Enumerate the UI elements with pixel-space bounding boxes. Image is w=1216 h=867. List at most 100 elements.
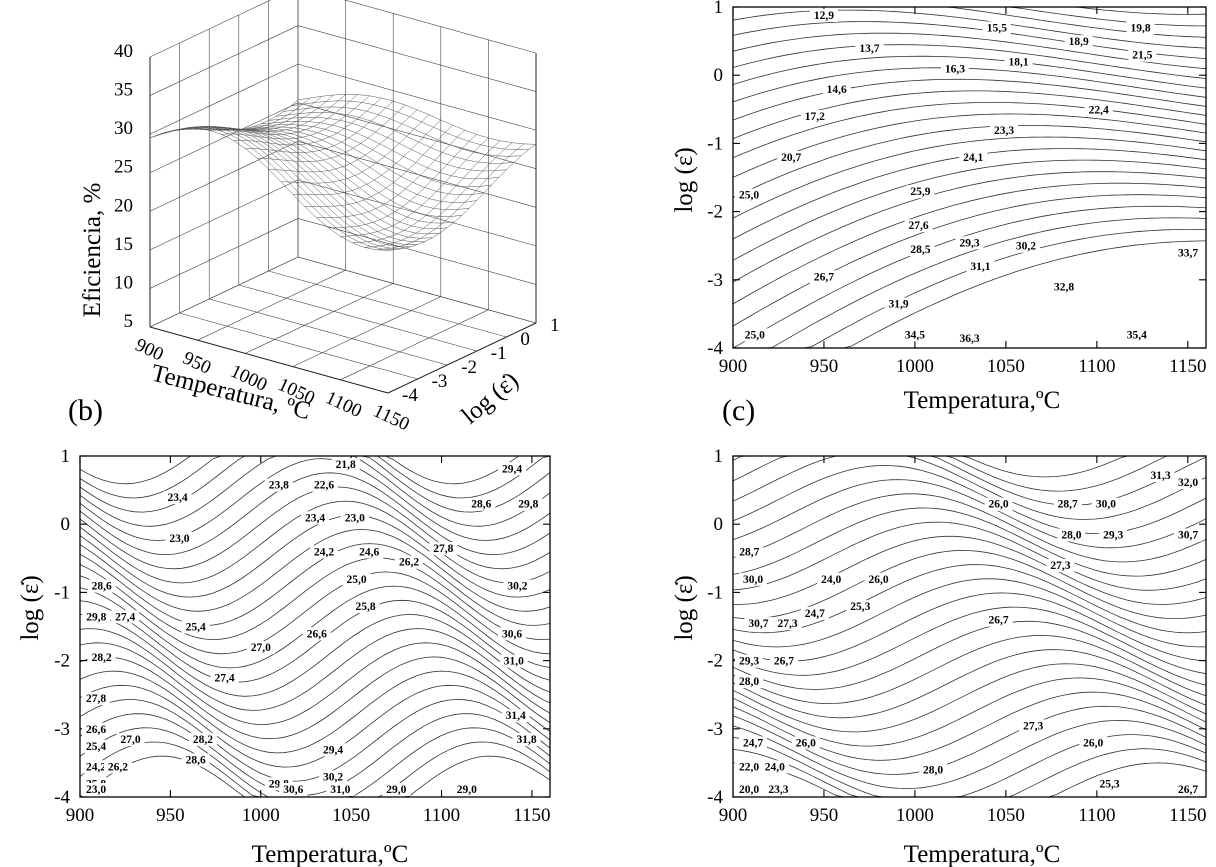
x-tick-label: 1050 — [332, 805, 370, 826]
contour-value-label: 30,7 — [748, 618, 768, 630]
plot-frame — [732, 455, 1207, 798]
y-tick-label-3d: 0 — [520, 329, 530, 350]
contour-label-bg — [735, 545, 764, 559]
back-wall-gridline — [297, 102, 537, 170]
y-tick-label: -3 — [54, 719, 70, 740]
contour-line — [732, 493, 1207, 563]
x-tick-label: 1150 — [1169, 356, 1206, 377]
contour-line — [732, 719, 1207, 790]
contour-line — [79, 500, 551, 584]
y-tick-label-3d: 1 — [550, 315, 560, 336]
contour-label-bg — [1050, 280, 1079, 294]
contour-line — [732, 620, 1207, 690]
contour-value-label: 23,3 — [768, 784, 788, 796]
contour-value-label: 29,3 — [959, 237, 979, 249]
contour-value-label: 24,0 — [821, 574, 841, 586]
contour-value-label: 28,0 — [739, 676, 759, 688]
contour-value-label: 25,0 — [745, 329, 765, 341]
contour-value-label: 21,5 — [1132, 50, 1152, 62]
back-wall-gridline — [297, 25, 537, 92]
contour-line — [732, 136, 1207, 219]
floor-gridline — [238, 284, 477, 352]
contour-value-label: 33,7 — [1178, 248, 1198, 260]
contour-value-label: 31,4 — [506, 710, 526, 722]
contour-value-label: 27,6 — [908, 220, 928, 232]
contour-label-bg — [919, 763, 948, 777]
contour-label-bg — [777, 151, 806, 165]
contour-label-bg — [735, 188, 763, 202]
contour-value-label: 25,0 — [739, 190, 759, 202]
contour-value-label: 19,8 — [1130, 22, 1150, 34]
contour-line — [732, 677, 1207, 747]
contour-line — [79, 472, 551, 556]
y-tick-label: 1 — [714, 0, 724, 18]
x-tick-label-3d: 1100 — [322, 387, 365, 422]
contour-value-label: 24,6 — [359, 546, 379, 558]
floor-gridline — [245, 283, 394, 354]
contour-label-bg — [342, 572, 371, 586]
contour-label-bg — [984, 613, 1013, 627]
contour-line — [732, 479, 1207, 549]
contour-label-bg — [1174, 246, 1202, 260]
left-wall-gridline — [149, 141, 299, 212]
contour-label-bg — [1126, 21, 1155, 35]
floor-gridline — [149, 256, 299, 328]
contour-value-label: 13,7 — [859, 43, 879, 55]
contour-label-bg — [1174, 475, 1202, 489]
contour-label-bg — [319, 770, 348, 784]
y-tick-label: -2 — [707, 202, 723, 223]
x-tick-label: 1000 — [896, 356, 934, 377]
z-tick-label: 15 — [114, 234, 133, 255]
contour-value-label: 26,7 — [774, 656, 794, 668]
contour-value-label: 18,9 — [1069, 36, 1089, 48]
contour-label-bg — [822, 82, 851, 96]
contour-label-bg — [514, 497, 543, 511]
contour-value-label: 26,2 — [108, 761, 128, 773]
floor-gridline — [179, 312, 418, 380]
contour-label-bg — [800, 110, 829, 124]
x-tick-label: 950 — [810, 805, 839, 826]
contour-value-label: 28,5 — [910, 244, 930, 256]
z-tick-label: 30 — [114, 118, 133, 139]
contour-label-bg — [904, 219, 933, 233]
contour-value-label: 29,8 — [518, 499, 538, 511]
floor-gridline — [297, 256, 537, 324]
surface-mesh-line — [275, 112, 514, 164]
contour-label-bg — [382, 783, 411, 796]
plot-frame — [79, 455, 551, 798]
contour-label-bg — [940, 62, 969, 76]
x-tick-label: 1000 — [242, 805, 280, 826]
contour-label-bg — [279, 783, 308, 796]
contour-line — [732, 455, 1207, 520]
x-tick-label: 900 — [719, 356, 748, 377]
left-wall-gridline — [149, 179, 299, 251]
x-tick-label: 900 — [66, 805, 95, 826]
contour-line — [732, 182, 1207, 305]
contour-value-label: 30,6 — [283, 784, 303, 796]
contour-value-label: 25,8 — [356, 601, 376, 613]
surface-mesh-line — [364, 142, 513, 248]
contour-label-bg — [503, 579, 532, 593]
surface-mesh-line — [260, 121, 500, 180]
contour-value-label: 29,4 — [502, 463, 522, 475]
contour-line — [79, 585, 551, 669]
contour-line — [79, 514, 551, 598]
contour-label-bg — [351, 600, 380, 614]
x-tick-label: 1050 — [987, 356, 1025, 377]
contour-value-label: 18,1 — [1009, 57, 1029, 69]
contour-label-bg — [959, 151, 988, 165]
contour-label-bg — [181, 753, 210, 767]
contour-value-label: 28,2 — [92, 652, 112, 664]
contour-value-label: 31,9 — [888, 299, 908, 311]
contour-label-bg — [966, 260, 995, 274]
contour-label-bg — [82, 783, 110, 796]
y-tick-label: -2 — [707, 651, 723, 672]
contour-value-label: 28,6 — [471, 499, 491, 511]
contour-label-bg — [355, 545, 384, 559]
contour-value-label: 27,3 — [1050, 560, 1070, 572]
contour-label-bg — [246, 640, 275, 654]
contour-label-bg — [301, 511, 329, 525]
contour-label-bg — [1046, 559, 1075, 573]
